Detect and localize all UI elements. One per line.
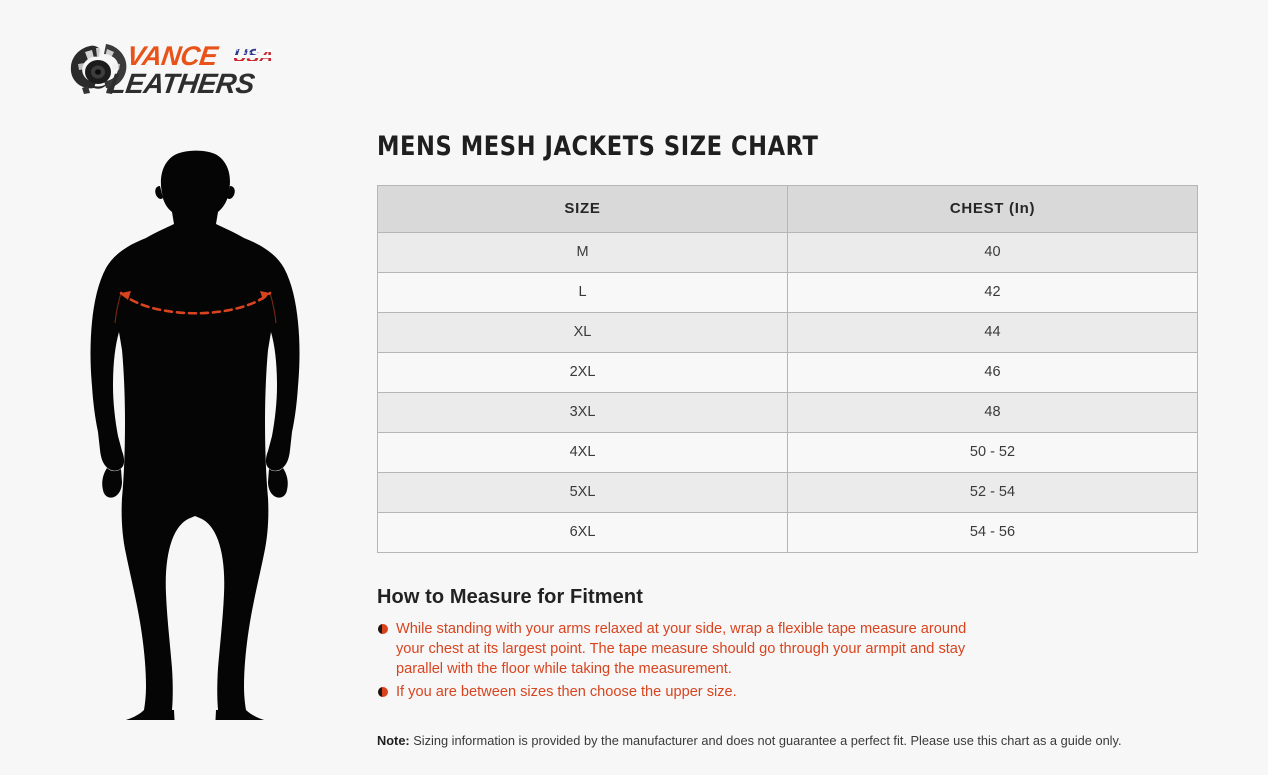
wordmark-leathers: LEATHERS	[107, 68, 257, 98]
cell-size: 5XL 5XL	[377, 471, 788, 513]
cell-size: 6XL	[377, 511, 788, 553]
wordmark-vance: VANCE	[125, 40, 221, 71]
cell-size: 4XL	[377, 431, 788, 473]
cell-chest: 48	[787, 391, 1198, 433]
disclaimer-note: Note: Sizing information is provided by …	[377, 732, 1198, 751]
cell-chest: 54 - 56	[787, 511, 1198, 553]
chest-measurement-line	[114, 291, 277, 324]
bullet-circle-icon	[378, 623, 388, 634]
cell-size: 3XL	[377, 391, 788, 433]
cell-chest: 40	[787, 231, 1198, 273]
note-label: Note:	[377, 732, 410, 748]
list-item: While standing with your arms relaxed at…	[377, 619, 996, 680]
svg-text:VANCE: VANCE	[125, 40, 221, 71]
table-row: 6XL 54 - 56	[377, 511, 1198, 553]
table-header: SIZE CHEST (In)	[377, 184, 1198, 233]
table-row: XL 44	[377, 311, 1198, 353]
brand-logo[interactable]: VANCE USA	[52, 36, 302, 98]
tiger-head-emblem	[70, 44, 127, 94]
cell-size: 2XL	[377, 351, 788, 393]
list-item: If you are between sizes then choose the…	[377, 682, 996, 702]
note-text: Sizing information is provided by the ma…	[409, 732, 1122, 748]
cell-chest: 46	[787, 351, 1198, 393]
cell-size: XL	[377, 311, 788, 353]
body-silhouette-figure	[78, 150, 314, 720]
row-clip-artifact: 52 - 54	[788, 512, 1197, 513]
table-row: 4XL 50 - 52	[377, 431, 1198, 473]
size-chart-panel: MENS MESH JACKETS SIZE CHART SIZE CHEST …	[377, 132, 1198, 750]
cell-chest: 50 - 52	[787, 431, 1198, 473]
cell-chest: 44	[787, 311, 1198, 353]
bullet-circle-icon	[378, 686, 388, 697]
table-row: 3XL 48	[377, 391, 1198, 433]
row-clip-artifact: 5XL	[378, 512, 787, 513]
cell-chest: 52 - 54 52 - 54	[787, 471, 1198, 513]
how-to-measure-section: How to Measure for Fitment While standin…	[377, 586, 1198, 702]
table-header-row: SIZE CHEST (In)	[377, 184, 1198, 233]
male-body-silhouette	[90, 150, 300, 720]
table-row: 5XL 5XL 52 - 54 52 - 54	[377, 471, 1198, 513]
table-row: M 40	[377, 231, 1198, 273]
cell-chest-value: 52 - 54	[969, 484, 1016, 501]
page-title: MENS MESH JACKETS SIZE CHART	[377, 131, 819, 162]
size-chart-table: SIZE CHEST (In) M 40 L 42 XL 44 2XL 46 3	[377, 184, 1198, 553]
how-to-measure-title: How to Measure for Fitment	[377, 585, 643, 608]
column-header-size: SIZE	[377, 184, 788, 233]
list-item-text: If you are between sizes then choose the…	[396, 683, 737, 700]
list-item-text: While standing with your arms relaxed at…	[396, 620, 967, 678]
usa-flag-badge: USA	[231, 46, 275, 64]
svg-text:LEATHERS: LEATHERS	[107, 68, 257, 98]
cell-size-value: 5XL	[569, 484, 596, 501]
table-row: L 42	[377, 271, 1198, 313]
column-header-chest: CHEST (In)	[787, 184, 1198, 233]
how-to-measure-list: While standing with your arms relaxed at…	[377, 619, 1198, 702]
cell-size: L	[377, 271, 788, 313]
cell-size: M	[377, 231, 788, 273]
table-body: M 40 L 42 XL 44 2XL 46 3XL 48 4XL 50 - 5…	[377, 231, 1198, 553]
table-row: 2XL 46	[377, 351, 1198, 393]
cell-chest: 42	[787, 271, 1198, 313]
